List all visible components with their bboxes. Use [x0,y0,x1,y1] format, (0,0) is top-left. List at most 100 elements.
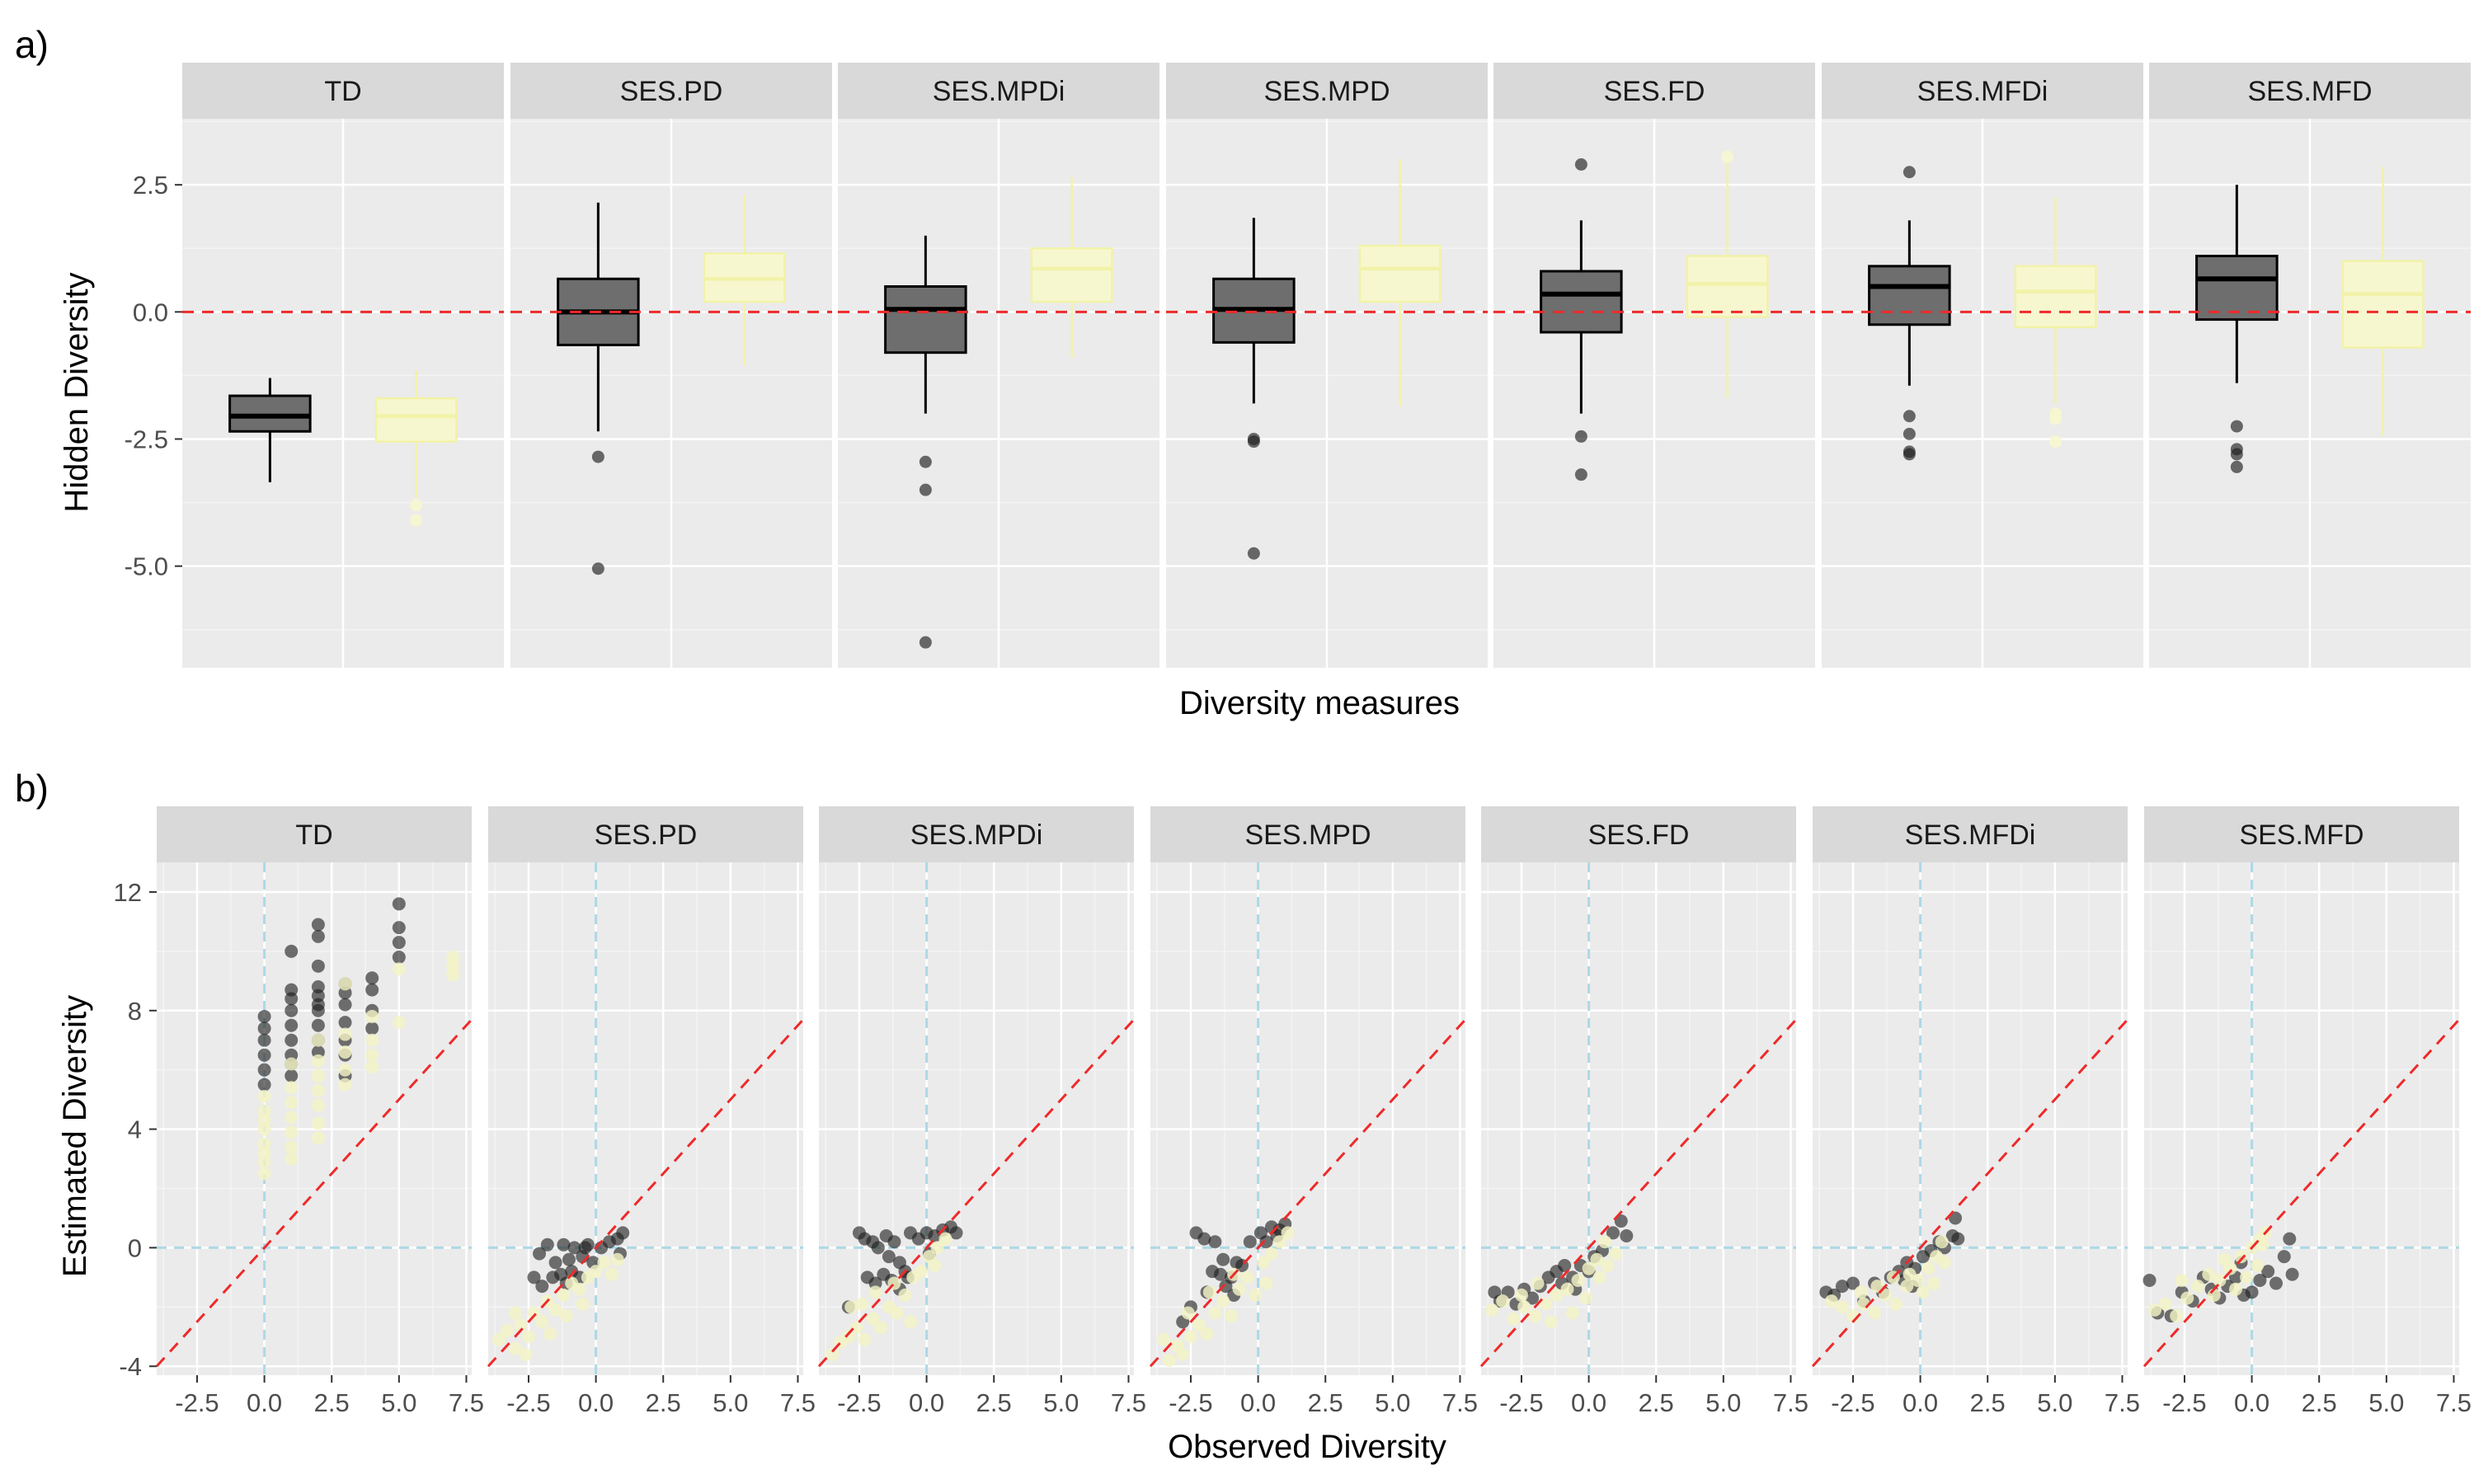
point-group2-ses-mfd [2170,1309,2184,1323]
point-group1-td [285,1068,299,1082]
x-tick-label: 5.0 [1705,1388,1741,1417]
point-group1-td [311,1018,325,1032]
point-group2-td [285,1140,299,1154]
outlier-group2-ses-fd [1721,150,1734,163]
x-tick-label: 2.5 [314,1388,350,1417]
point-group1-ses-fd [1558,1258,1572,1272]
y-tick-label: -4 [119,1352,142,1381]
point-group2-td [338,1063,352,1077]
point-group2-ses-fd [1579,1291,1593,1305]
point-group2-td [257,1090,271,1104]
point-group2-ses-fd [1598,1235,1612,1249]
point-group2-ses-fd [1609,1247,1623,1261]
point-group2-ses-fd [1539,1297,1553,1311]
point-group1-ses-mpdi [887,1235,901,1249]
point-group2-ses-mpd [1264,1247,1278,1261]
point-group2-ses-fd [1592,1270,1606,1284]
x-tick-label: 7.5 [780,1388,816,1417]
point-group1-ses-pd [540,1237,554,1252]
point-group2-td [285,1152,299,1166]
strip-label-ses-mpdi: SES.MPDi [933,76,1065,107]
outlier-group1-ses-mpdi [919,455,932,468]
point-group2-ses-mpdi [938,1232,952,1246]
point-group1-td [365,983,379,997]
outlier-group2-td [410,499,423,512]
point-group2-td [285,1096,299,1110]
x-tick-label: 0.0 [1240,1388,1276,1417]
point-group1-ses-mfdi [1951,1232,1965,1246]
point-group1-td [311,929,325,943]
point-group1-ses-mfdi [1835,1280,1849,1294]
point-group1-ses-mfd [2245,1285,2259,1299]
point-group2-ses-mfdi [1879,1288,1893,1302]
point-group2-td [365,1009,379,1023]
point-group2-ses-pd [535,1315,549,1329]
strip-ses-mfdi [1822,63,2143,119]
point-group2-ses-fd [1528,1309,1542,1323]
point-group2-ses-mpd [1259,1276,1273,1290]
box-group2-ses-mpdi [1030,247,1113,303]
point-group2-ses-fd [1582,1261,1596,1275]
point-group2-ses-fd [1601,1258,1615,1272]
point-group2-ses-mfdi [1903,1267,1917,1281]
strip-ses-pd [488,806,803,862]
x-tick-label: 5.0 [713,1388,748,1417]
point-group2-ses-pd [514,1317,528,1331]
point-group1-ses-mfd [2283,1232,2297,1246]
point-group2-ses-fd [1590,1252,1604,1266]
point-group2-td [285,1081,299,1095]
strip-label-ses-mfdi: SES.MFDi [1917,76,2048,107]
point-group2-td [311,1083,325,1097]
point-group2-ses-mfdi [1868,1306,1882,1320]
outlier-group1-ses-mfd [2230,448,2243,461]
point-group2-ses-pd [589,1265,603,1279]
strip-label-ses-mpdi: SES.MPDi [910,819,1043,851]
strip-label-ses-mfd: SES.MFD [2247,76,2372,107]
point-group2-td [365,1048,379,1062]
point-group2-td [311,1054,325,1068]
y-tick-label: 0.0 [133,298,168,326]
point-group2-ses-mfd [2159,1297,2173,1311]
point-group2-ses-mfd [2175,1273,2189,1287]
point-group1-ses-mfdi [1949,1211,1963,1225]
outlier-group1-ses-mfdi [1903,448,1916,461]
point-group2-ses-mpdi [866,1312,880,1326]
point-group1-ses-mfd [2277,1250,2291,1264]
point-group2-ses-pd [610,1252,624,1266]
outlier-group1-ses-mfdi [1903,427,1916,440]
strip-label-ses-mpd: SES.MPD [1263,76,1390,107]
point-group1-td [285,992,299,1006]
point-group1-ses-mfd [2253,1273,2267,1287]
point-group1-td [257,1021,271,1036]
point-group2-ses-pd [548,1303,562,1317]
point-group2-ses-mpdi [825,1347,840,1361]
point-group2-td [311,1131,325,1145]
strip-label-td: TD [324,76,361,107]
point-group1-td [257,1063,271,1077]
point-group2-ses-pd [573,1282,587,1296]
x-tick-label: 7.5 [2105,1388,2140,1417]
point-group2-ses-pd [559,1309,573,1323]
outlier-group2-ses-mfdi [2049,435,2062,448]
point-group1-ses-mfd [2269,1276,2283,1290]
panel-b-scatterplots: TD -2.5 0.0 2.5 5.0 7.5 SES.PD -2.5 0.0 2.5 5.0 7.5… [114,806,2472,1417]
point-group2-ses-mpdi [874,1321,888,1335]
point-group2-ses-mfd [2234,1250,2248,1264]
strip-label-td: TD [295,819,332,851]
point-group1-td [365,971,379,985]
point-group2-ses-fd [1517,1300,1531,1314]
point-group1-ses-mpdi [882,1250,896,1264]
point-group2-ses-mpd [1176,1347,1190,1361]
point-group2-ses-fd [1566,1306,1580,1320]
panel-a-boxplots: TD SES.PD SES.MPDi SES.MPD SES.FD SES.MFDi SES… [125,63,2471,668]
y-tick-label: -5.0 [125,552,168,581]
point-group1-ses-pd [548,1256,562,1270]
strip-td [182,63,504,119]
point-group2-td [285,1125,299,1139]
x-tick-label: 0.0 [247,1388,282,1417]
point-group2-td [311,1098,325,1112]
point-group2-ses-mfd [2191,1280,2205,1294]
strip-label-ses-fd: SES.FD [1604,76,1705,107]
point-group1-td [338,998,352,1012]
